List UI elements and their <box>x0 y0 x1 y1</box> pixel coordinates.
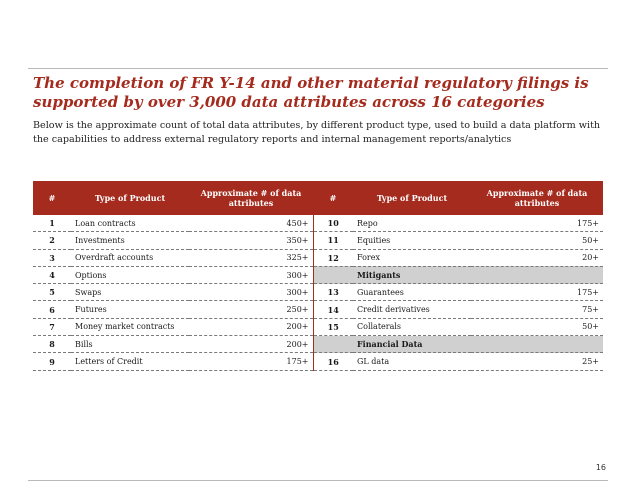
product-type: Guarantees <box>353 283 471 302</box>
attribute-count: 250+ <box>189 300 313 319</box>
header-right-number: # <box>313 181 353 215</box>
row-number: 11 <box>312 231 353 250</box>
header-left-number: # <box>33 181 71 215</box>
header-left-attribute-count: Approximate # of data attributes <box>189 181 313 215</box>
table-row: 2 Investments 350+ 11 Equities 50+ <box>33 231 603 250</box>
data-attributes-table: # Type of Product Approximate # of data … <box>33 181 603 371</box>
bottom-divider <box>28 480 608 481</box>
table-row: 6 Futures 250+ 14 Credit derivatives 75+ <box>33 300 603 319</box>
header-right-attribute-count: Approximate # of data attributes <box>471 181 603 215</box>
table-row: 9 Letters of Credit 175+ 16 GL data 25+ <box>33 352 603 371</box>
product-type: Letters of Credit <box>71 352 189 371</box>
attribute-count: 50+ <box>471 231 603 250</box>
category-heading-mitigants: Mitigants <box>353 266 471 285</box>
attribute-count: 300+ <box>189 283 313 302</box>
row-number: 3 <box>33 249 71 267</box>
row-number: 12 <box>312 249 353 267</box>
row-number: 8 <box>33 335 71 354</box>
attribute-count: 200+ <box>189 335 313 354</box>
table-row: 7 Money market contracts 200+ 15 Collate… <box>33 318 603 337</box>
attribute-count: 200+ <box>189 318 313 337</box>
product-type: Options <box>71 266 189 285</box>
row-number: 13 <box>312 283 353 302</box>
product-type: Forex <box>353 249 471 267</box>
product-type: Swaps <box>71 283 189 302</box>
table-header-row: # Type of Product Approximate # of data … <box>33 181 603 215</box>
table-row: 3 Overdraft accounts 325+ 12 Forex 20+ <box>33 249 603 267</box>
attribute-count: 175+ <box>189 352 313 371</box>
table-row: 1 Loan contracts 450+ 10 Repo 175+ <box>33 215 603 233</box>
row-number <box>312 266 353 285</box>
product-type: Futures <box>71 300 189 319</box>
attribute-count <box>471 335 603 354</box>
row-number: 6 <box>33 300 71 319</box>
product-type: Credit derivatives <box>353 300 471 319</box>
attribute-count: 175+ <box>471 283 603 302</box>
row-number: 1 <box>33 215 71 233</box>
row-number: 9 <box>33 352 71 371</box>
attribute-count: 300+ <box>189 266 313 285</box>
product-type: Overdraft accounts <box>71 249 189 267</box>
category-heading-financial-data: Financial Data <box>353 335 471 354</box>
product-type: Repo <box>353 215 471 233</box>
attribute-count: 175+ <box>471 215 603 233</box>
table-row: 4 Options 300+ Mitigants <box>33 266 603 285</box>
table-row: 5 Swaps 300+ 13 Guarantees 175+ <box>33 283 603 302</box>
attribute-count: 25+ <box>471 352 603 371</box>
row-number: 16 <box>312 352 353 371</box>
product-type: Equities <box>353 231 471 250</box>
top-divider <box>28 68 608 69</box>
product-type: Bills <box>71 335 189 354</box>
product-type: GL data <box>353 352 471 371</box>
row-number: 4 <box>33 266 71 285</box>
row-number: 7 <box>33 318 71 337</box>
product-type: Investments <box>71 231 189 250</box>
page-number: 16 <box>595 463 606 472</box>
attribute-count: 75+ <box>471 300 603 319</box>
slide-title: The completion of FR Y-14 and other mate… <box>33 74 589 111</box>
row-number <box>312 335 353 354</box>
attribute-count: 350+ <box>189 231 313 250</box>
attribute-count <box>471 266 603 285</box>
slide-subtitle: Below is the approximate count of total … <box>33 120 601 145</box>
table-row: 8 Bills 200+ Financial Data <box>33 335 603 354</box>
attribute-count: 50+ <box>471 318 603 337</box>
product-type: Loan contracts <box>71 215 189 233</box>
header-right-product-type: Type of Product <box>353 181 471 215</box>
header-left-product-type: Type of Product <box>71 181 189 215</box>
row-number: 2 <box>33 231 71 250</box>
header-blank-area <box>0 0 638 68</box>
row-number: 15 <box>312 318 353 337</box>
attribute-count: 20+ <box>471 249 603 267</box>
row-number: 14 <box>312 300 353 319</box>
attribute-count: 325+ <box>189 249 313 267</box>
row-number: 5 <box>33 283 71 302</box>
product-type: Money market contracts <box>71 318 189 337</box>
row-number: 10 <box>312 215 353 233</box>
attribute-count: 450+ <box>189 215 313 233</box>
product-type: Collaterals <box>353 318 471 337</box>
